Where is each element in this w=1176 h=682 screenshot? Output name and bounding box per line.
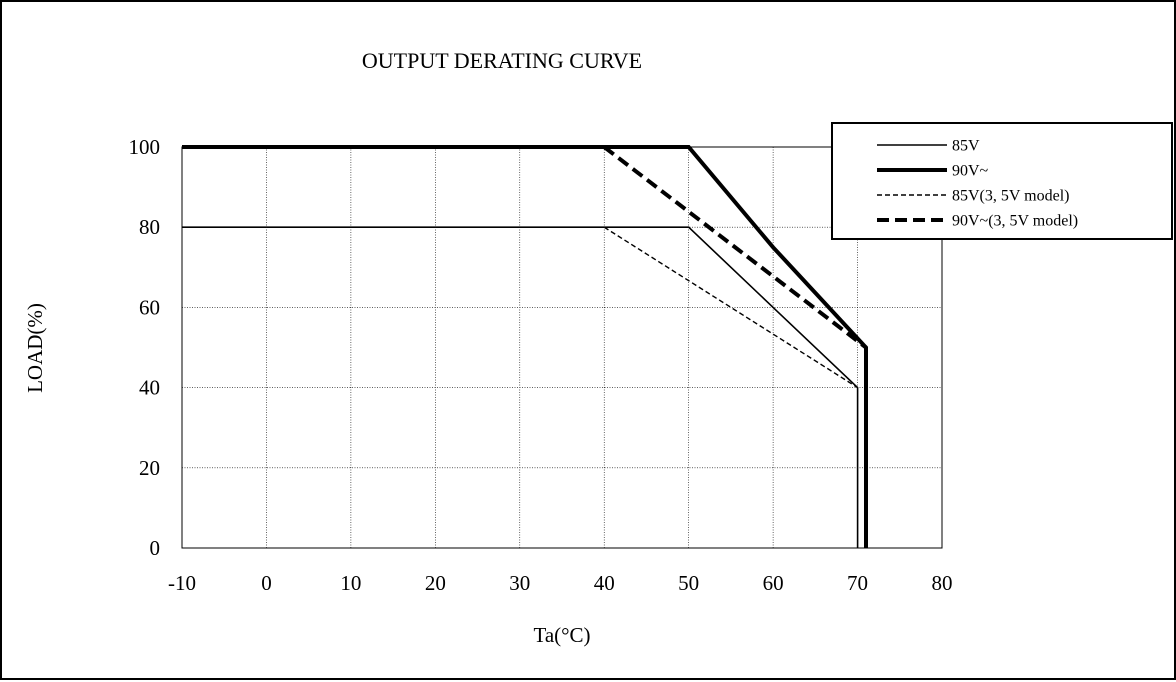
legend-label: 90V~ xyxy=(952,163,989,180)
x-tick-label: 80 xyxy=(932,571,953,595)
legend-items: 85V 90V~ 85V(3, 5V model) 90V~(3, 5V model) xyxy=(877,138,1078,230)
legend-label: 90V~(3, 5V model) xyxy=(952,213,1078,230)
y-tick-label: 40 xyxy=(139,376,160,400)
y-tick-label: 80 xyxy=(139,215,160,239)
series-line-1 xyxy=(182,226,859,548)
x-tick-label: 70 xyxy=(847,571,868,595)
x-tick-label: 10 xyxy=(340,571,361,595)
series-line-3 xyxy=(603,226,858,389)
tick-labels: -10 0 10 20 30 40 50 60 70 80 0 20 40 60 80 100 xyxy=(129,135,953,595)
series-line-2 xyxy=(182,145,868,548)
x-tick-label: 60 xyxy=(763,571,784,595)
legend: 85V 90V~ 85V(3, 5V model) 90V~(3, 5V model) xyxy=(831,122,1173,240)
y-tick-label: 60 xyxy=(139,295,160,319)
series-line-4 xyxy=(602,145,868,350)
x-tick-label: 0 xyxy=(261,571,272,595)
x-tick-label: 50 xyxy=(678,571,699,595)
y-tick-label: 0 xyxy=(150,536,161,560)
plot-area xyxy=(181,146,943,549)
x-tick-label: 30 xyxy=(509,571,530,595)
x-tick-label: 40 xyxy=(594,571,615,595)
y-tick-label: 100 xyxy=(129,135,161,159)
y-tick-label: 20 xyxy=(139,456,160,480)
x-tick-label: 20 xyxy=(425,571,446,595)
x-tick-label: -10 xyxy=(168,571,196,595)
y-axis-label: LOAD(%) xyxy=(23,303,47,393)
chart-title: OUTPUT DERATING CURVE xyxy=(362,48,642,73)
data-series xyxy=(182,145,868,548)
x-axis-label: Ta(°C) xyxy=(533,623,590,647)
legend-label: 85V xyxy=(952,138,980,155)
legend-label: 85V(3, 5V model) xyxy=(952,188,1069,205)
grid-lines xyxy=(182,147,942,548)
